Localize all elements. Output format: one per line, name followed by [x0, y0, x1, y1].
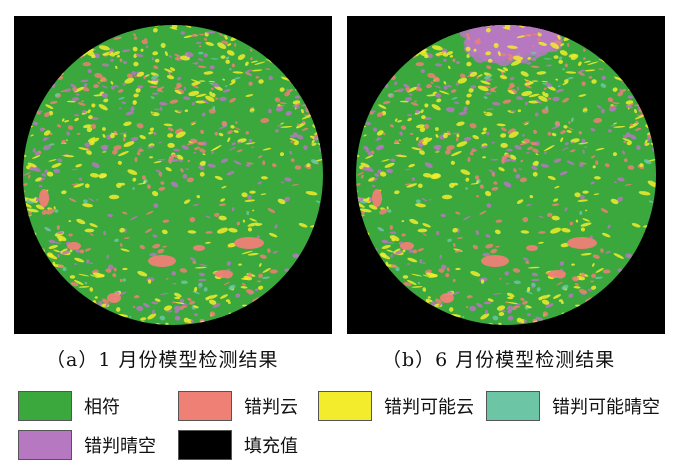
legend-item-false-clear: 错判晴空 [18, 430, 156, 460]
legend-swatch-false-probable-cloud [318, 391, 372, 421]
earth-disk [23, 25, 323, 325]
legend-item-false-probable-cloud: 错判可能云 [318, 391, 474, 421]
earth-disk-panel-june [347, 16, 665, 334]
legend-swatch-false-probable-clear [486, 391, 540, 421]
legend-label-fill-value: 填充值 [244, 436, 298, 457]
earth-disk-image-january [23, 25, 323, 325]
earth-disk [356, 25, 656, 325]
caption-january: （a）1 月份模型检测结果 [46, 349, 279, 371]
legend-item-false-cloud: 错判云 [178, 391, 298, 421]
earth-disk-panel-january [14, 16, 332, 334]
caption-june: （b）6 月份模型检测结果 [382, 349, 616, 371]
legend-label-false-probable-clear: 错判可能晴空 [552, 397, 660, 418]
legend-label-false-probable-cloud: 错判可能云 [384, 397, 474, 418]
legend-item-false-probable-clear: 错判可能晴空 [486, 391, 660, 421]
legend-label-match: 相符 [84, 397, 120, 418]
legend-swatch-match [18, 391, 72, 421]
legend-swatch-false-clear [18, 430, 72, 460]
legend-label-false-cloud: 错判云 [244, 397, 298, 418]
legend-swatch-false-cloud [178, 391, 232, 421]
legend-swatch-fill-value [178, 430, 232, 460]
legend-item-fill-value: 填充值 [178, 430, 298, 460]
legend-item-match: 相符 [18, 391, 120, 421]
earth-disk-image-june [356, 25, 656, 325]
legend-label-false-clear: 错判晴空 [84, 436, 156, 457]
